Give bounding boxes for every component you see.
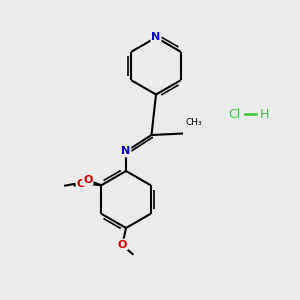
Text: O: O (83, 175, 92, 185)
Text: O: O (76, 179, 86, 189)
Text: N: N (122, 146, 130, 157)
Text: methoxy: methoxy (68, 190, 74, 192)
Text: methoxy: methoxy (54, 184, 61, 186)
Text: CH₃: CH₃ (185, 118, 202, 127)
Text: H: H (260, 107, 269, 121)
Text: O: O (118, 239, 127, 250)
Text: N: N (152, 32, 160, 43)
Text: Cl: Cl (228, 107, 240, 121)
Text: methoxy: methoxy (59, 186, 65, 187)
Text: methoxy: methoxy (60, 190, 66, 191)
